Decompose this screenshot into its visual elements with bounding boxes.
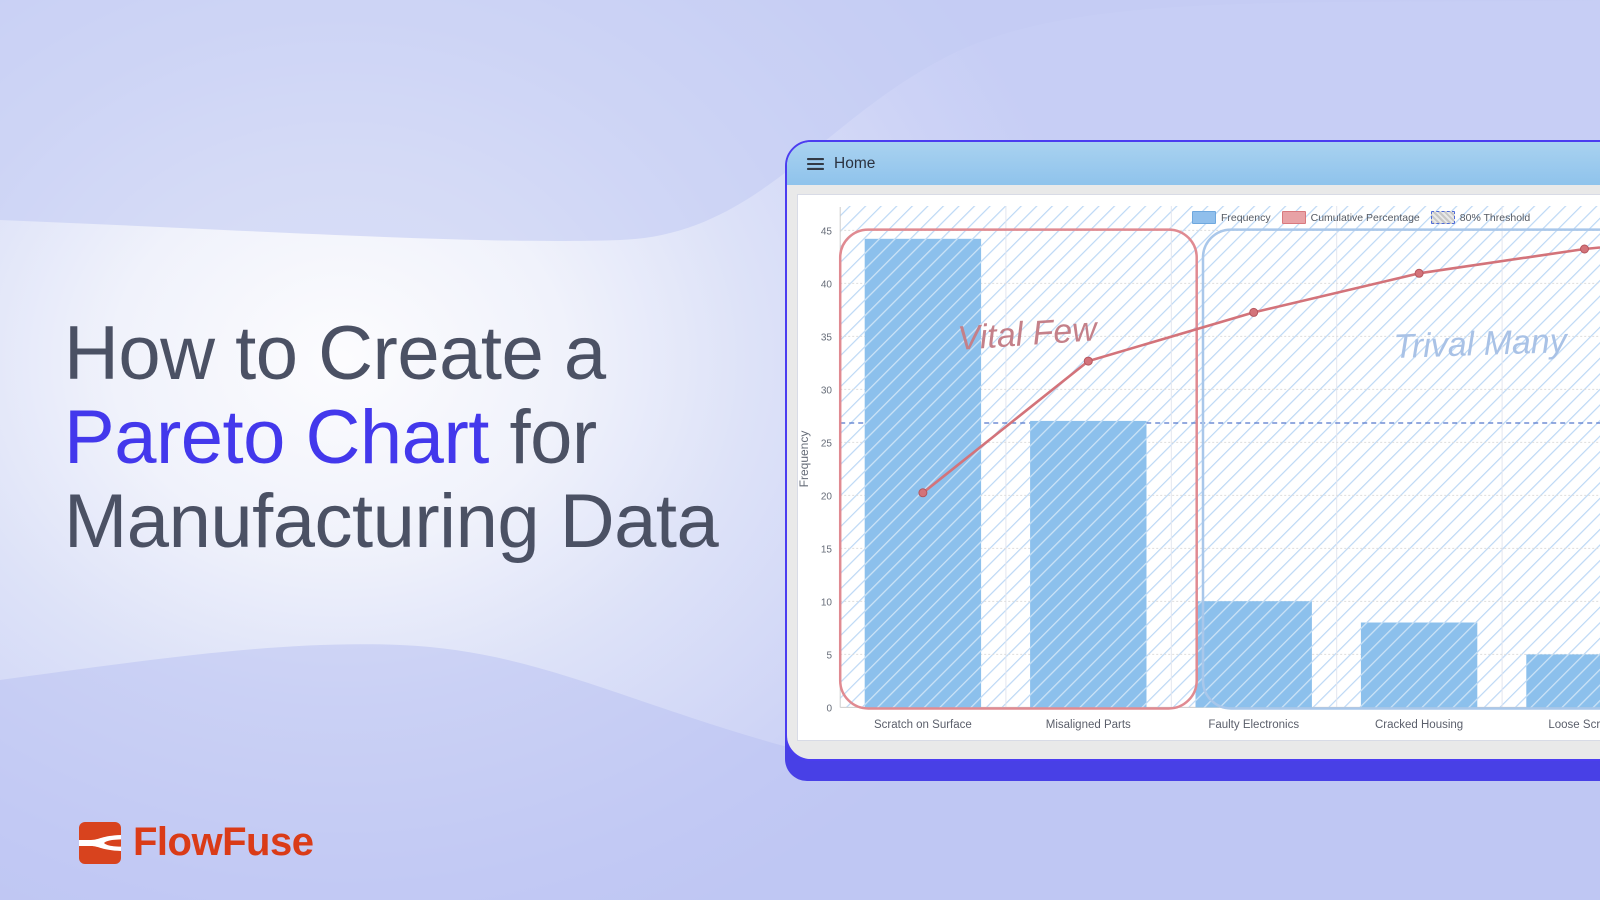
svg-text:0: 0 <box>826 703 832 714</box>
svg-text:Misaligned Parts: Misaligned Parts <box>1046 719 1131 731</box>
svg-text:45: 45 <box>821 226 833 237</box>
svg-text:5: 5 <box>826 650 832 661</box>
svg-text:30: 30 <box>821 385 833 396</box>
svg-text:Scratch on Surface: Scratch on Surface <box>874 719 972 731</box>
svg-text:Frequency: Frequency <box>798 431 811 488</box>
svg-text:15: 15 <box>821 544 833 555</box>
svg-text:20: 20 <box>821 491 833 502</box>
svg-text:25: 25 <box>821 438 833 449</box>
svg-text:Trival Many: Trival Many <box>1393 322 1569 366</box>
svg-text:40: 40 <box>821 279 833 290</box>
svg-text:10: 10 <box>821 597 833 608</box>
svg-text:35: 35 <box>821 332 833 343</box>
svg-text:Cracked Housing: Cracked Housing <box>1375 719 1463 731</box>
svg-text:Loose Screws: Loose Screws <box>1548 719 1600 731</box>
svg-text:Faulty Electronics: Faulty Electronics <box>1208 719 1299 731</box>
